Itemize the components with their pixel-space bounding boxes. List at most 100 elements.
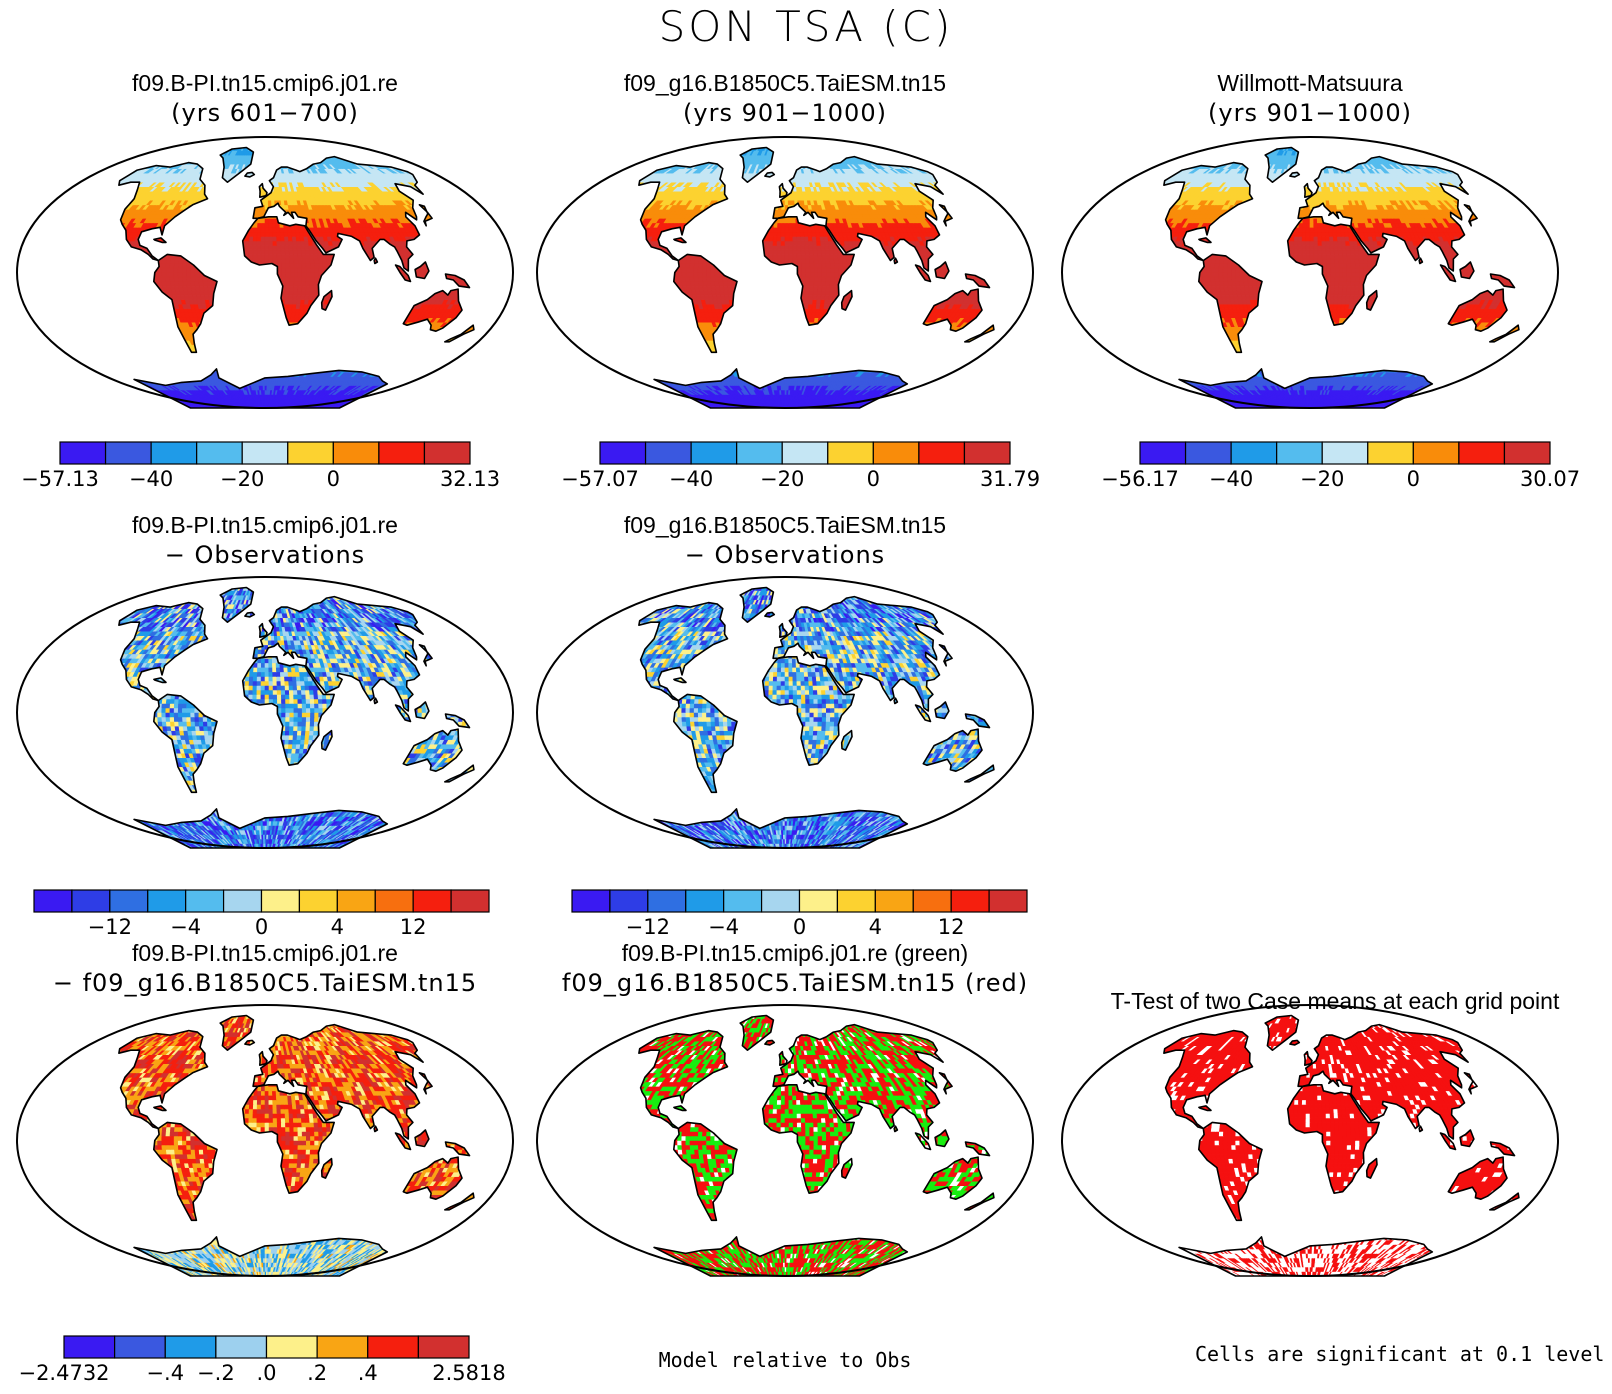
colorbar-label: 0: [255, 915, 268, 939]
colorbar-swatch: [1139, 441, 1187, 465]
land-field: [638, 1015, 994, 1276]
panel-6-title: f09.B-PI.tn15.cmip6.j01.re − f09_g16.B18…: [0, 938, 530, 998]
coast-sumatra: [1439, 264, 1457, 283]
map-panel-3: [1061, 136, 1559, 409]
panel-7-title-line2: f09_g16.B1850C5.TaiESM.tn15 (red): [525, 968, 1065, 998]
coast-africa: [761, 656, 855, 766]
colorbar-swatch: [836, 889, 876, 913]
colorbar-swatch: [1276, 441, 1323, 465]
coast-iceland: [764, 171, 776, 178]
colorbar-swatch: [150, 441, 198, 465]
colorbar-label: −40: [129, 467, 173, 491]
colorbar-swatch: [185, 889, 225, 913]
coastlines: [638, 1014, 995, 1277]
coast-antarctica: [653, 368, 909, 409]
panel-4-title: f09.B-PI.tn15.cmip6.j01.re − Observation…: [15, 510, 515, 570]
colorbar-swatch: [374, 889, 414, 913]
panel-1-title-line1: f09.B-PI.tn15.cmip6.j01.re: [15, 68, 515, 98]
colorbar-swatch: [316, 1335, 369, 1359]
colorbar-label: −57.07: [561, 467, 639, 491]
panel-3-title: Willmott-Matsuura (yrs 901−1000): [1060, 68, 1560, 128]
coast-borneo: [414, 1129, 430, 1148]
colorbar-label: 30.07: [1520, 467, 1580, 491]
panel-1-title: f09.B-PI.tn15.cmip6.j01.re (yrs 601−700): [15, 68, 515, 128]
colorbar-swatch: [1458, 441, 1506, 465]
coast-japan: [418, 644, 433, 667]
coast-sri-lanka: [1418, 257, 1424, 265]
coast-eurasia: [252, 595, 424, 712]
colorbar-label: −4: [170, 915, 201, 939]
colorbar-swatch: [378, 441, 426, 465]
colorbar-label: .2: [307, 1361, 327, 1385]
colorbar-3: −56.17 −40 −20 0 30.07: [1101, 441, 1580, 491]
colorbar-label: −56.17: [1101, 467, 1179, 491]
colorbar-swatch: [265, 1335, 318, 1359]
colorbar-4: −12 −4 0 4 12: [33, 889, 490, 939]
panel-3-title-line1: Willmott-Matsuura: [1060, 68, 1560, 98]
coast-cuba: [153, 677, 167, 684]
coast-nz: [964, 324, 995, 343]
colorbar-label: .4: [358, 1361, 378, 1385]
map-panel-6: [16, 1004, 514, 1277]
colorbar-swatch: [367, 1335, 419, 1359]
coast-iceland: [1289, 171, 1301, 178]
coast-cuba: [673, 237, 687, 244]
land-field: [118, 147, 474, 408]
coast-madagascar: [320, 729, 333, 751]
coast-japan: [938, 644, 953, 667]
colorbar-label: −.4: [146, 1361, 184, 1385]
coast-eurasia: [252, 1023, 424, 1140]
land-field: [1163, 1015, 1519, 1276]
coast-japan: [418, 204, 433, 227]
coast-new-guinea: [1489, 1141, 1516, 1157]
colorbar-label: 0: [867, 467, 880, 491]
panel-5-title-line2: − Observations: [535, 540, 1035, 570]
colorbar-swatch: [781, 441, 829, 465]
coast-nz: [444, 1192, 475, 1211]
coast-new-guinea: [444, 1141, 471, 1157]
panel-7-title-line1: f09.B-PI.tn15.cmip6.j01.re (green): [525, 938, 1065, 968]
colorbar-swatch: [690, 441, 738, 465]
colorbar-swatch: [827, 441, 874, 465]
coastlines: [118, 1014, 475, 1277]
coast-antarctica: [1178, 368, 1434, 409]
coast-south-america: [153, 693, 218, 794]
coast-borneo: [934, 701, 950, 720]
coast-nz: [444, 324, 475, 343]
coast-south-america: [673, 1121, 738, 1222]
coast-australia: [922, 288, 983, 332]
coast-madagascar: [840, 289, 853, 311]
colorbar-swatch: [1412, 441, 1460, 465]
colorbar-swatch: [332, 441, 380, 465]
coast-borneo: [414, 701, 430, 720]
colorbar-swatch: [63, 1335, 116, 1359]
coast-sumatra: [394, 1132, 412, 1151]
map-boundary: [16, 576, 514, 849]
coast-japan: [418, 1072, 433, 1095]
colorbar-swatch: [912, 889, 952, 913]
colorbar-label: −4: [708, 915, 739, 939]
coast-sumatra: [394, 704, 412, 723]
coast-eurasia: [1297, 155, 1469, 272]
coast-cuba: [673, 1105, 687, 1112]
colorbar-swatch: [798, 889, 839, 913]
coast-africa: [241, 216, 335, 326]
coast-greenland: [739, 146, 775, 183]
coast-iceland: [244, 611, 256, 618]
colorbar-swatch: [1367, 441, 1414, 465]
colorbar-swatch: [241, 441, 289, 465]
coast-sumatra: [1439, 1132, 1457, 1151]
coast-sri-lanka: [373, 257, 379, 265]
panel-3-title-line2: (yrs 901−1000): [1060, 98, 1560, 128]
coast-cuba: [1198, 1105, 1212, 1112]
coast-south-america: [673, 253, 738, 354]
colorbar-swatch: [609, 889, 649, 913]
coast-africa: [1286, 1084, 1380, 1194]
coast-sumatra: [914, 264, 932, 283]
land-field: [118, 1015, 474, 1276]
coast-new-guinea: [964, 713, 991, 729]
coast-north-america: [118, 601, 209, 702]
colorbar-swatch: [950, 889, 990, 913]
colorbar-6: −2.4732 −.4 −.2 .0 .2 .4 2.5818: [18, 1335, 506, 1385]
colorbar-2: −57.07 −40 −20 0 31.79: [561, 441, 1040, 491]
